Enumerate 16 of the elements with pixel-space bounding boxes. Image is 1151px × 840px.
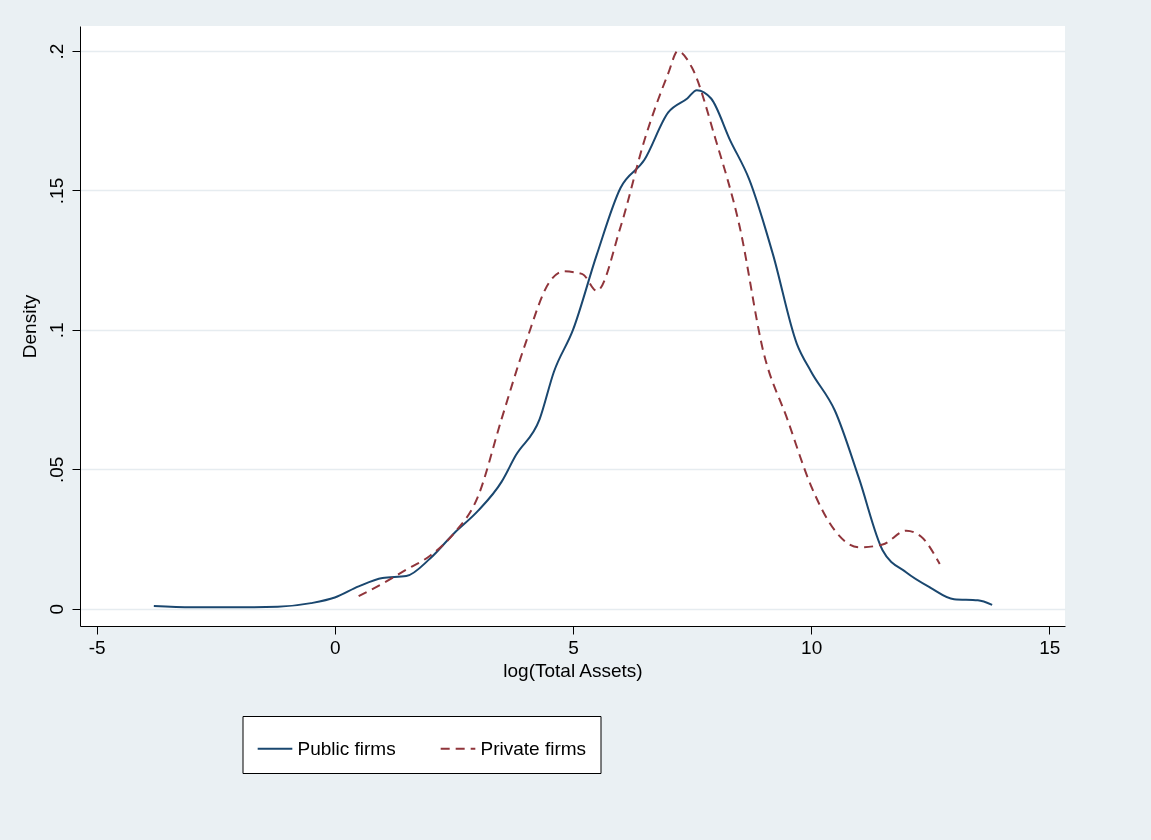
y-tick-label: 0 [45,603,67,615]
y-tick-label: .05 [45,456,67,484]
line-series [152,89,994,609]
x-tick-label: -5 [88,636,106,658]
y-axis-title: Density [18,294,40,359]
legend-label: Public firms [297,737,396,759]
x-tick-label: 15 [1039,636,1061,658]
legend-label: Private firms [480,737,587,759]
x-axis-title: log(Total Assets) [503,659,643,681]
y-tick-label: .1 [45,322,67,339]
y-tick-label: .2 [45,43,67,60]
x-tick-label: 0 [330,636,341,658]
line-series [357,50,941,598]
y-tick-label: .15 [45,177,67,205]
x-tick-label: 5 [568,636,579,658]
x-tick-label: 10 [801,636,823,658]
